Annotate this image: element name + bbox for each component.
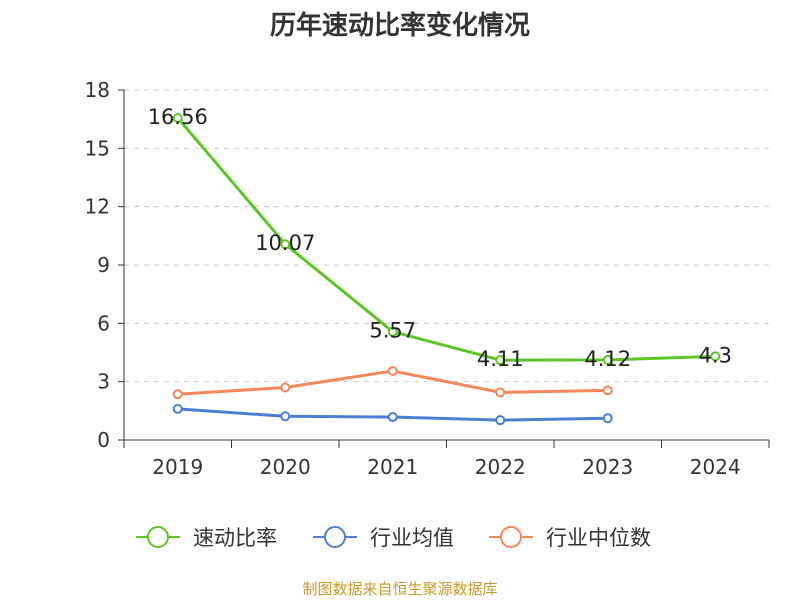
data-label: 16.56 [148, 105, 208, 129]
x-tick-label: 2024 [690, 455, 741, 479]
data-label: 4.12 [584, 347, 631, 371]
y-tick-label: 6 [97, 311, 110, 335]
legend-swatch-marker [324, 526, 346, 548]
data-point[interactable] [710, 351, 721, 362]
data-point[interactable] [602, 413, 613, 424]
data-point[interactable] [172, 113, 183, 123]
legend-item[interactable]: 行业均值 [313, 526, 454, 550]
data-point[interactable] [602, 385, 613, 396]
legend-swatch-marker [500, 526, 522, 548]
y-tick-label: 12 [85, 195, 110, 219]
x-tick-label: 2022 [475, 455, 526, 479]
legend[interactable]: 速动比率 行业均值 行业中位数 [136, 526, 651, 550]
data-point[interactable] [387, 365, 398, 376]
series-group [172, 113, 721, 426]
data-point[interactable] [495, 387, 506, 398]
data-point[interactable] [387, 412, 398, 423]
legend-label: 行业均值 [370, 526, 454, 550]
chart-title: 历年速动比率变化情况 [270, 10, 530, 41]
x-tick-label: 2020 [260, 455, 311, 479]
axes: 0 3 6 9 12 15 18 2019 2020 2021 2022 2023 2024 [85, 78, 770, 479]
data-label: 5.57 [369, 319, 416, 343]
data-point[interactable] [495, 415, 506, 426]
y-tick-label: 9 [97, 253, 110, 277]
data-label: 4.3 [699, 343, 732, 367]
source-note: 制图数据来自恒生聚源数据库 [302, 580, 497, 598]
legend-swatch-marker [147, 526, 169, 548]
legend-item[interactable]: 行业中位数 [489, 526, 651, 550]
data-label: 4.11 [477, 347, 524, 371]
data-point[interactable] [172, 403, 183, 414]
data-labels: 16.56 10.07 5.57 4.11 4.12 4.3 [148, 105, 732, 371]
data-point[interactable] [280, 239, 291, 250]
legend-label: 速动比率 [193, 526, 277, 550]
data-point[interactable] [602, 354, 613, 365]
legend-label: 行业中位数 [546, 526, 651, 550]
data-point[interactable] [495, 355, 506, 366]
x-tick-label: 2023 [582, 455, 633, 479]
grid [124, 89, 769, 383]
y-tick-label: 15 [85, 136, 110, 160]
data-label: 10.07 [255, 231, 315, 255]
x-tick-label: 2019 [152, 455, 203, 479]
y-tick-label: 0 [97, 428, 110, 452]
data-point[interactable] [172, 389, 183, 400]
y-tick-label: 3 [97, 370, 110, 394]
series-line [176, 117, 716, 362]
y-tick-label: 18 [85, 78, 110, 102]
data-point[interactable] [280, 382, 291, 393]
legend-item[interactable]: 速动比率 [136, 526, 277, 550]
x-tick-label: 2021 [367, 455, 418, 479]
data-point[interactable] [387, 326, 398, 337]
data-point[interactable] [280, 411, 291, 422]
